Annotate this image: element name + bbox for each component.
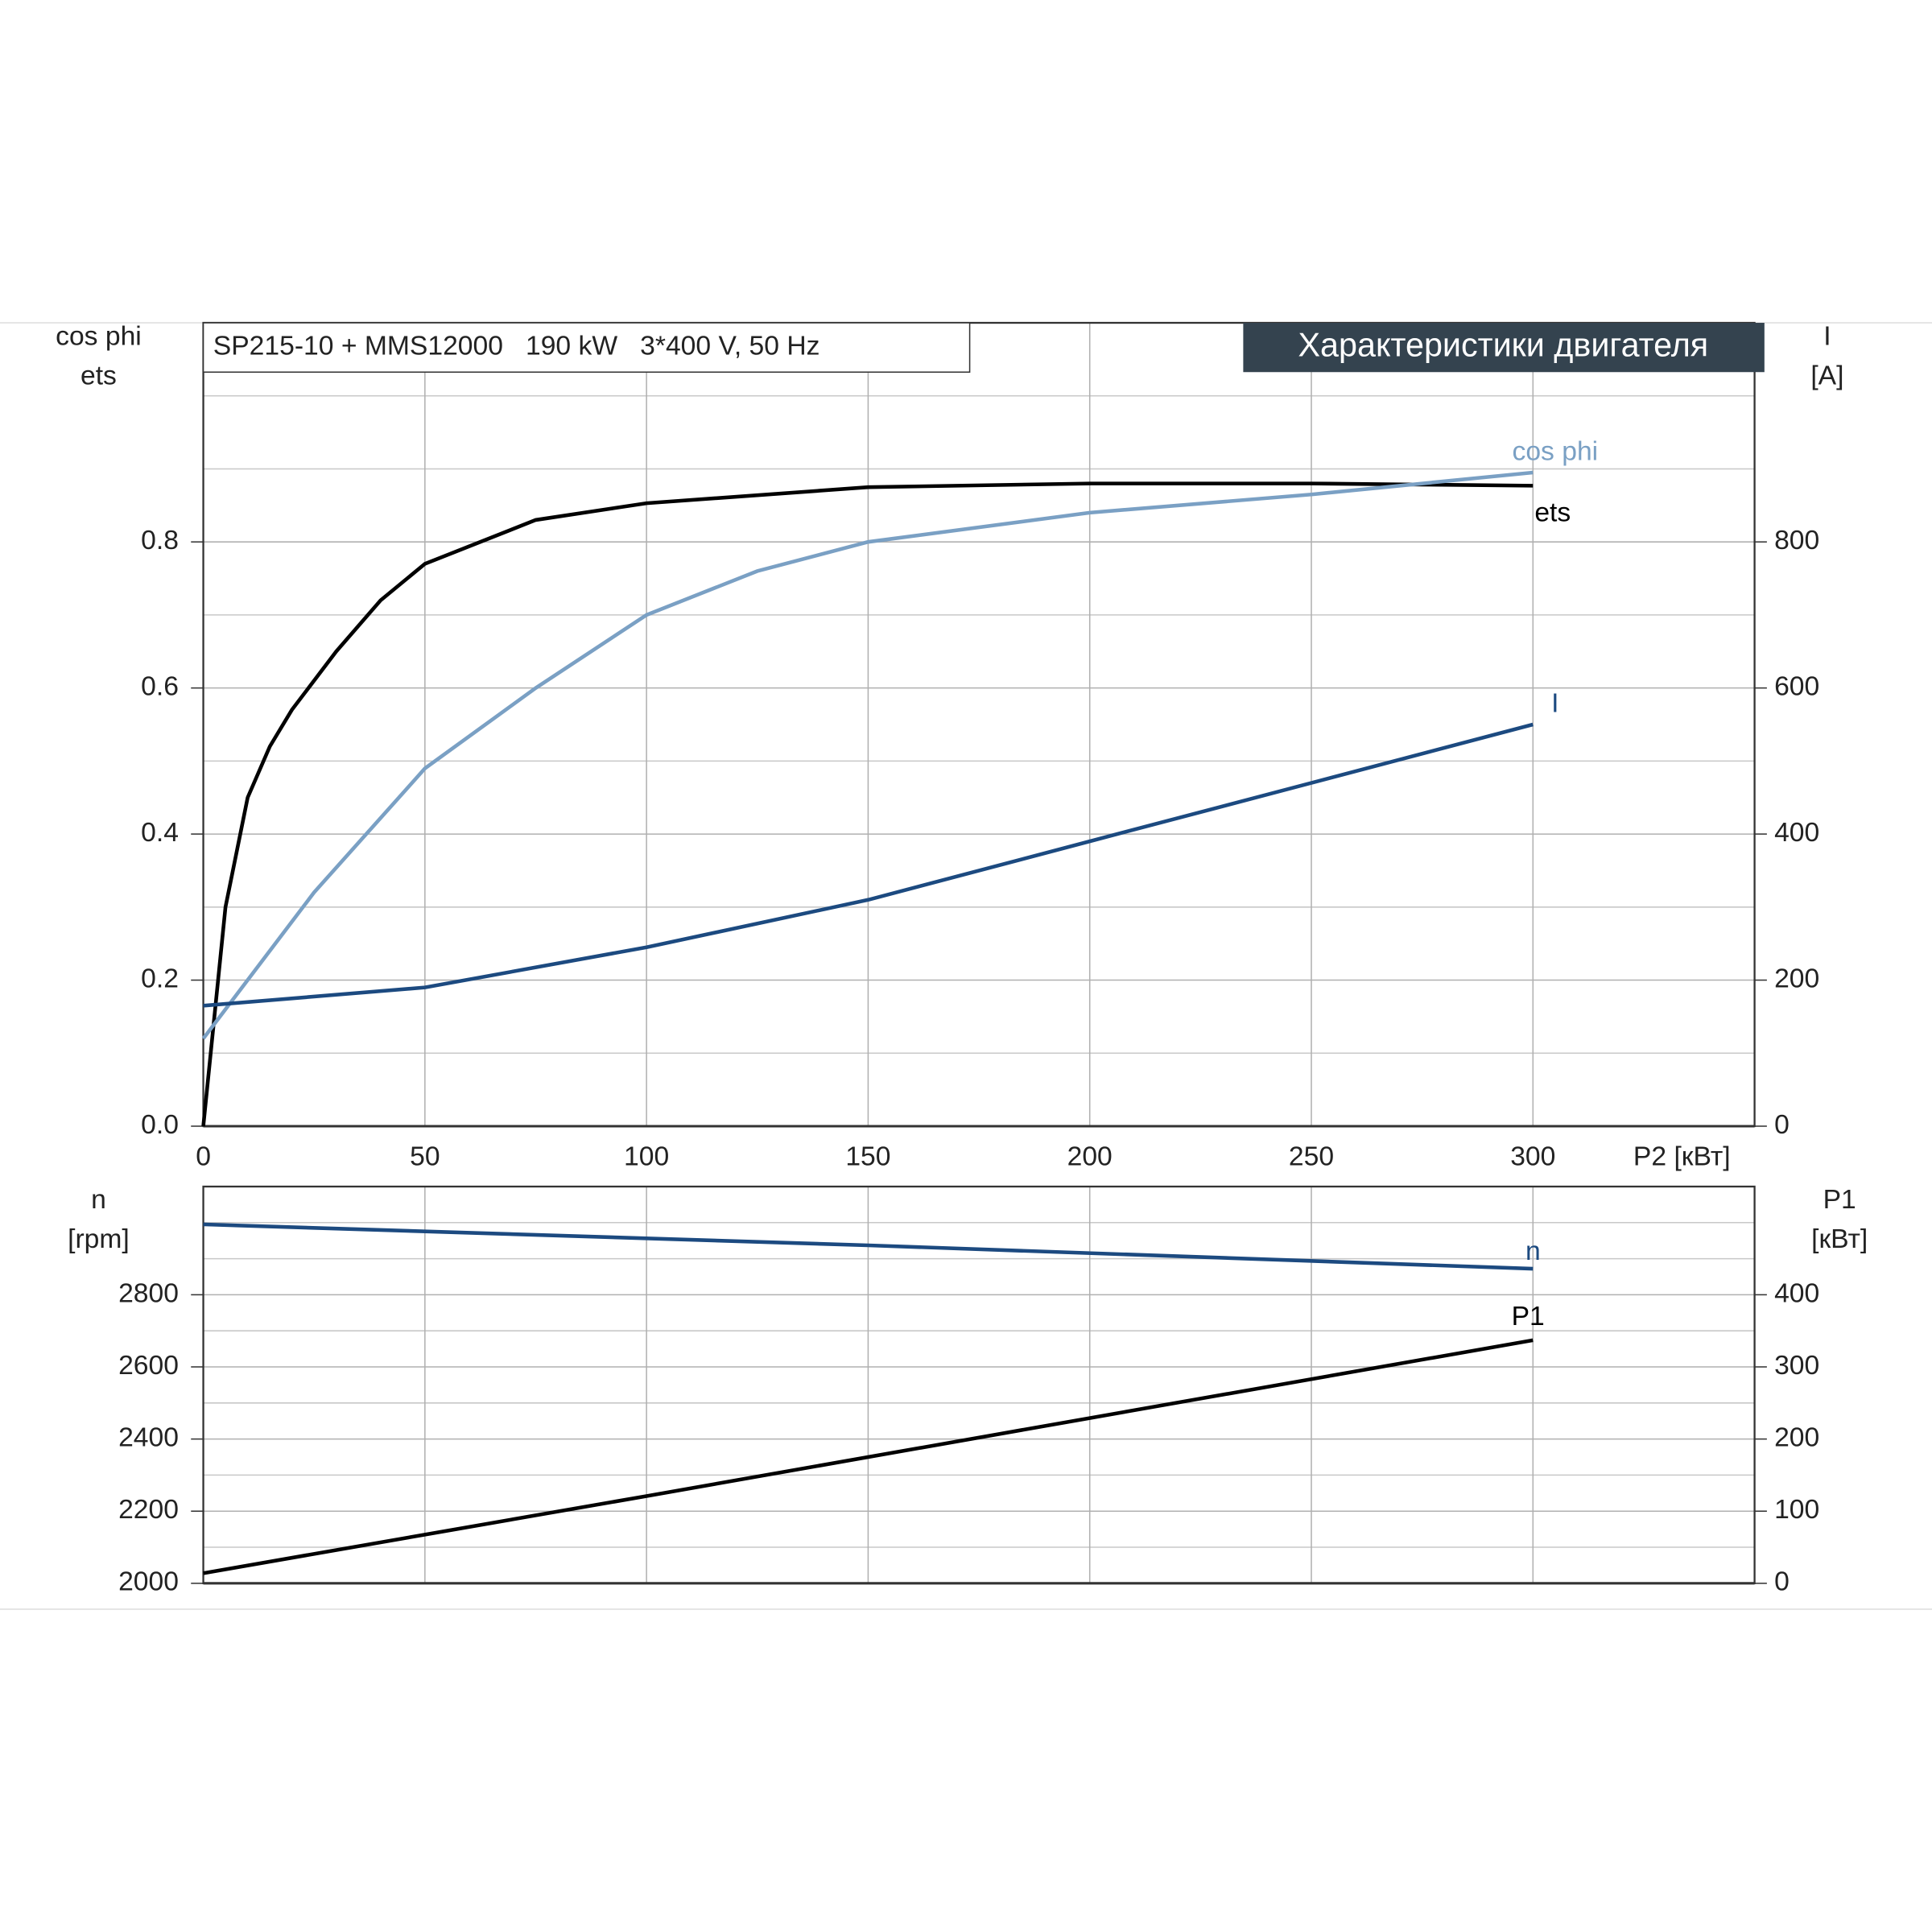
y-tick-label: 2600	[118, 1351, 179, 1381]
y-axis-label: ets	[80, 361, 117, 390]
y-tick-label: 0.6	[141, 672, 179, 702]
series-label: I	[1551, 688, 1558, 718]
series-label: P1	[1512, 1302, 1545, 1331]
series-line	[203, 1338, 1534, 1575]
y2-tick-label: 600	[1774, 672, 1819, 702]
y-tick-label: 2200	[118, 1495, 179, 1525]
x-tick-label: 150	[845, 1142, 890, 1172]
y-tick-label: 2000	[118, 1567, 179, 1597]
x-tick-label: 300	[1510, 1142, 1555, 1172]
y2-tick-label: 0	[1774, 1110, 1790, 1140]
y2-tick-label: 200	[1774, 1423, 1819, 1453]
chart-header: Характеристики двигателя	[1298, 327, 1708, 364]
plot-area	[203, 1186, 1755, 1583]
x-tick-label: 50	[410, 1142, 440, 1172]
y-tick-label: 0.2	[141, 964, 179, 993]
header-box	[1243, 323, 1765, 373]
y2-axis-label: [кВт]	[1811, 1224, 1868, 1254]
y-tick-label: 2800	[118, 1278, 179, 1308]
y2-tick-label: 0	[1774, 1567, 1790, 1597]
x-tick-label: 200	[1067, 1142, 1113, 1172]
y-tick-label: 0.4	[141, 818, 179, 848]
y2-tick-label: 400	[1774, 818, 1819, 848]
y2-axis-label: P1	[1823, 1185, 1856, 1215]
y-tick-label: 2400	[118, 1423, 179, 1453]
y2-axis-label: I	[1823, 321, 1831, 351]
y2-tick-label: 800	[1774, 526, 1819, 555]
title-box	[202, 322, 971, 374]
series-line	[203, 722, 1534, 1008]
series-line	[201, 470, 1534, 1040]
x-axis-label: P2 [кВт]	[1633, 1142, 1731, 1172]
series-line	[203, 1222, 1534, 1271]
y2-tick-label: 200	[1774, 964, 1819, 993]
series-label: ets	[1534, 497, 1571, 527]
x-tick-label: 250	[1289, 1142, 1334, 1172]
x-tick-label: 100	[624, 1142, 669, 1172]
series-line	[201, 481, 1534, 1127]
series-label: cos phi	[1513, 436, 1599, 466]
y2-axis-label: [A]	[1810, 361, 1843, 390]
x-tick-label: 0	[196, 1142, 211, 1172]
chart-title: SP215-10 + MMS12000 190 kW 3*400 V, 50 H…	[213, 332, 820, 361]
y-axis-label: n	[91, 1185, 106, 1215]
y-axis-label: cos phi	[56, 321, 142, 351]
series-label: n	[1525, 1236, 1541, 1266]
y2-tick-label: 400	[1774, 1278, 1819, 1308]
plot-area	[203, 323, 1755, 1126]
y-axis-label: [rpm]	[68, 1224, 130, 1254]
y2-tick-label: 100	[1774, 1495, 1819, 1525]
y2-tick-label: 300	[1774, 1351, 1819, 1381]
y-tick-label: 0.0	[141, 1110, 179, 1140]
y-tick-label: 0.8	[141, 526, 179, 555]
